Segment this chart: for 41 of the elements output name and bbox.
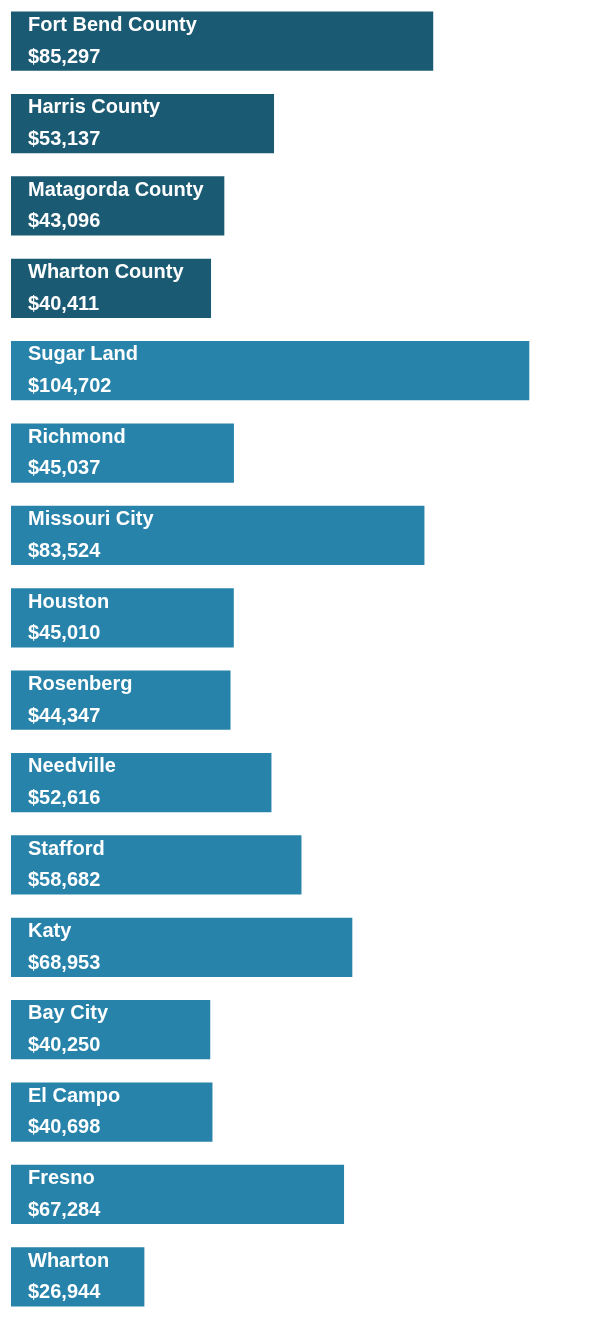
data-label: $45,010 — [28, 621, 101, 644]
y-tick-label: Katy — [28, 919, 73, 941]
bar — [11, 423, 234, 483]
data-label: $104,702 — [28, 374, 112, 397]
bar — [11, 835, 302, 895]
data-label: $85,297 — [28, 44, 101, 67]
y-tick-label: Houston — [28, 589, 110, 612]
bar — [11, 1164, 345, 1225]
data-label: $40,698 — [28, 1115, 101, 1138]
y-tick-label: Rosenberg — [28, 671, 133, 694]
data-label: $40,411 — [28, 291, 100, 314]
data-label: $58,682 — [28, 868, 101, 891]
y-tick-label: Richmond — [28, 424, 126, 447]
y-tick-label: Missouri City — [28, 507, 155, 530]
data-label: $45,037 — [28, 456, 101, 479]
y-tick-label: El Campo — [28, 1083, 121, 1106]
bar — [11, 11, 434, 71]
data-label: $40,250 — [28, 1033, 101, 1056]
data-label: $44,347 — [28, 703, 101, 726]
data-label: $52,616 — [28, 785, 101, 808]
data-label: $68,953 — [28, 950, 101, 973]
bar — [11, 752, 272, 813]
y-tick-label: Fort Bend County — [28, 12, 198, 35]
y-tick-label: Harris County — [28, 95, 162, 118]
y-tick-label: Needville — [28, 754, 116, 777]
y-tick-label: Stafford — [28, 836, 105, 859]
bar — [11, 588, 234, 648]
data-label: $26,944 — [28, 1280, 102, 1303]
bar — [11, 505, 425, 566]
bar — [11, 341, 530, 401]
y-tick-label: Matagorda County — [28, 177, 205, 200]
y-tick-label: Wharton — [28, 1248, 110, 1271]
data-label: $43,096 — [28, 209, 101, 232]
bar — [11, 917, 353, 977]
y-tick-label: Wharton County — [28, 260, 185, 282]
data-label: $53,137 — [28, 126, 101, 149]
y-tick-label: Sugar Land — [28, 342, 139, 365]
y-tick-label: Fresno — [28, 1166, 95, 1189]
data-label: $83,524 — [28, 538, 102, 561]
y-tick-label: Bay City — [28, 1001, 109, 1024]
data-label: $67,284 — [28, 1197, 102, 1220]
